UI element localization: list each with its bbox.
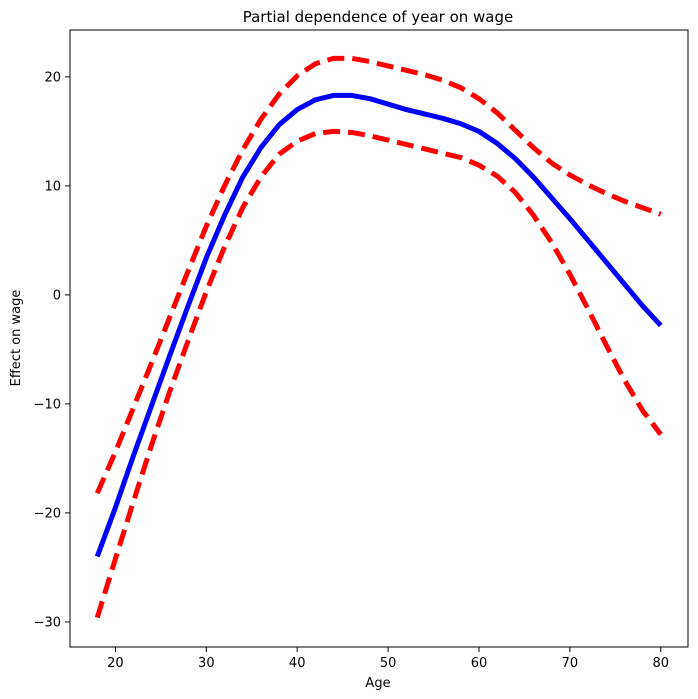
chart-title: Partial dependence of year on wage [243, 8, 514, 26]
x-tick-label: 80 [652, 656, 669, 671]
dashed-band-line-2 [94, 128, 663, 619]
x-axis: 20 30 40 50 60 70 80 [107, 647, 669, 671]
y-tick-label: 20 [44, 70, 61, 85]
y-axis-label: Effect on wage [9, 290, 24, 387]
dashed-band-line-1 [94, 55, 662, 495]
x-tick-label: 40 [289, 656, 306, 671]
series-layer [94, 55, 663, 619]
y-tick-label: 10 [44, 179, 61, 194]
x-tick-label: 60 [471, 656, 488, 671]
x-tick-label: 50 [380, 656, 397, 671]
y-tick-label: −30 [34, 615, 61, 630]
x-axis-label: Age [365, 676, 390, 691]
x-tick-label: 20 [107, 656, 124, 671]
x-tick-label: 30 [198, 656, 215, 671]
y-axis: −30 −20 −10 0 10 20 [34, 70, 70, 630]
plot-area [70, 30, 688, 647]
fitted-curve-line [94, 92, 663, 558]
y-tick-label: −20 [34, 506, 61, 521]
plot-border [69, 29, 689, 648]
plot-frame [70, 30, 688, 647]
y-tick-label: −10 [34, 397, 61, 412]
y-tick-label: 0 [53, 288, 61, 303]
x-tick-label: 70 [562, 656, 579, 671]
